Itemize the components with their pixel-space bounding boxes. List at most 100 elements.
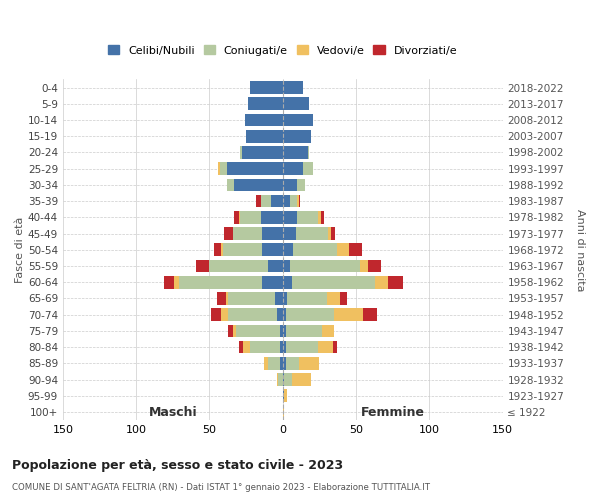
Bar bbox=[229, 308, 277, 321]
Bar bbox=[318, 341, 332, 353]
Bar bbox=[292, 276, 375, 288]
Bar bbox=[262, 244, 283, 256]
Bar bbox=[280, 357, 283, 370]
Bar bbox=[283, 341, 286, 353]
Bar bbox=[221, 244, 223, 256]
Bar bbox=[227, 178, 235, 192]
Bar bbox=[239, 211, 240, 224]
Bar bbox=[299, 357, 319, 370]
Bar bbox=[239, 341, 243, 353]
Bar bbox=[340, 292, 347, 305]
Y-axis label: Anni di nascita: Anni di nascita bbox=[575, 208, 585, 291]
Bar bbox=[283, 178, 298, 192]
Bar bbox=[263, 357, 268, 370]
Bar bbox=[164, 276, 174, 288]
Bar bbox=[246, 130, 283, 142]
Bar bbox=[298, 195, 299, 207]
Bar bbox=[283, 308, 286, 321]
Bar bbox=[196, 260, 209, 272]
Bar bbox=[240, 211, 261, 224]
Bar bbox=[223, 244, 262, 256]
Bar bbox=[229, 324, 233, 337]
Bar bbox=[243, 341, 250, 353]
Bar bbox=[299, 195, 301, 207]
Bar bbox=[174, 276, 179, 288]
Bar bbox=[349, 244, 362, 256]
Bar bbox=[283, 114, 313, 126]
Bar bbox=[227, 162, 283, 175]
Bar bbox=[328, 228, 331, 240]
Bar bbox=[283, 292, 287, 305]
Bar bbox=[283, 211, 298, 224]
Bar bbox=[298, 211, 318, 224]
Bar bbox=[283, 357, 286, 370]
Bar bbox=[220, 162, 227, 175]
Bar bbox=[364, 308, 377, 321]
Bar bbox=[283, 228, 296, 240]
Bar bbox=[256, 195, 261, 207]
Bar bbox=[331, 228, 335, 240]
Bar bbox=[275, 292, 283, 305]
Bar bbox=[262, 228, 283, 240]
Bar bbox=[375, 276, 388, 288]
Bar bbox=[268, 357, 280, 370]
Text: Maschi: Maschi bbox=[148, 406, 197, 420]
Bar bbox=[334, 308, 364, 321]
Bar bbox=[283, 162, 303, 175]
Bar bbox=[322, 324, 334, 337]
Bar bbox=[332, 341, 337, 353]
Bar bbox=[388, 276, 403, 288]
Bar bbox=[286, 357, 299, 370]
Bar bbox=[326, 292, 340, 305]
Bar bbox=[235, 211, 239, 224]
Bar bbox=[209, 260, 268, 272]
Bar bbox=[224, 228, 233, 240]
Bar bbox=[321, 211, 324, 224]
Bar bbox=[283, 130, 311, 142]
Bar bbox=[242, 146, 283, 159]
Bar bbox=[261, 211, 283, 224]
Bar bbox=[283, 146, 308, 159]
Bar bbox=[284, 374, 292, 386]
Bar bbox=[283, 390, 284, 402]
Bar bbox=[283, 260, 290, 272]
Bar bbox=[287, 292, 326, 305]
Legend: Celibi/Nubili, Coniugati/e, Vedovi/e, Divorziati/e: Celibi/Nubili, Coniugati/e, Vedovi/e, Di… bbox=[104, 41, 461, 60]
Bar bbox=[233, 228, 262, 240]
Bar bbox=[368, 260, 381, 272]
Bar bbox=[214, 244, 221, 256]
Bar bbox=[277, 374, 278, 386]
Bar bbox=[268, 260, 283, 272]
Text: Femmine: Femmine bbox=[361, 406, 425, 420]
Bar bbox=[277, 308, 283, 321]
Text: COMUNE DI SANT'AGATA FELTRIA (RN) - Dati ISTAT 1° gennaio 2023 - Elaborazione TU: COMUNE DI SANT'AGATA FELTRIA (RN) - Dati… bbox=[12, 484, 430, 492]
Bar bbox=[240, 146, 242, 159]
Bar bbox=[280, 341, 283, 353]
Bar bbox=[250, 82, 283, 94]
Bar bbox=[286, 308, 334, 321]
Bar bbox=[293, 244, 337, 256]
Bar bbox=[361, 260, 368, 272]
Bar bbox=[235, 178, 283, 192]
Bar bbox=[280, 324, 283, 337]
Bar bbox=[292, 374, 311, 386]
Bar bbox=[318, 211, 321, 224]
Bar bbox=[283, 406, 284, 418]
Bar bbox=[236, 324, 280, 337]
Bar bbox=[283, 244, 293, 256]
Bar bbox=[283, 195, 290, 207]
Bar bbox=[303, 162, 313, 175]
Y-axis label: Fasce di età: Fasce di età bbox=[15, 216, 25, 283]
Bar bbox=[283, 276, 292, 288]
Bar bbox=[218, 162, 220, 175]
Bar bbox=[283, 98, 309, 110]
Bar bbox=[248, 98, 283, 110]
Bar bbox=[290, 195, 298, 207]
Bar bbox=[262, 276, 283, 288]
Bar bbox=[271, 195, 283, 207]
Bar bbox=[298, 178, 305, 192]
Bar bbox=[283, 82, 303, 94]
Bar bbox=[286, 324, 322, 337]
Bar bbox=[283, 324, 286, 337]
Bar bbox=[217, 292, 226, 305]
